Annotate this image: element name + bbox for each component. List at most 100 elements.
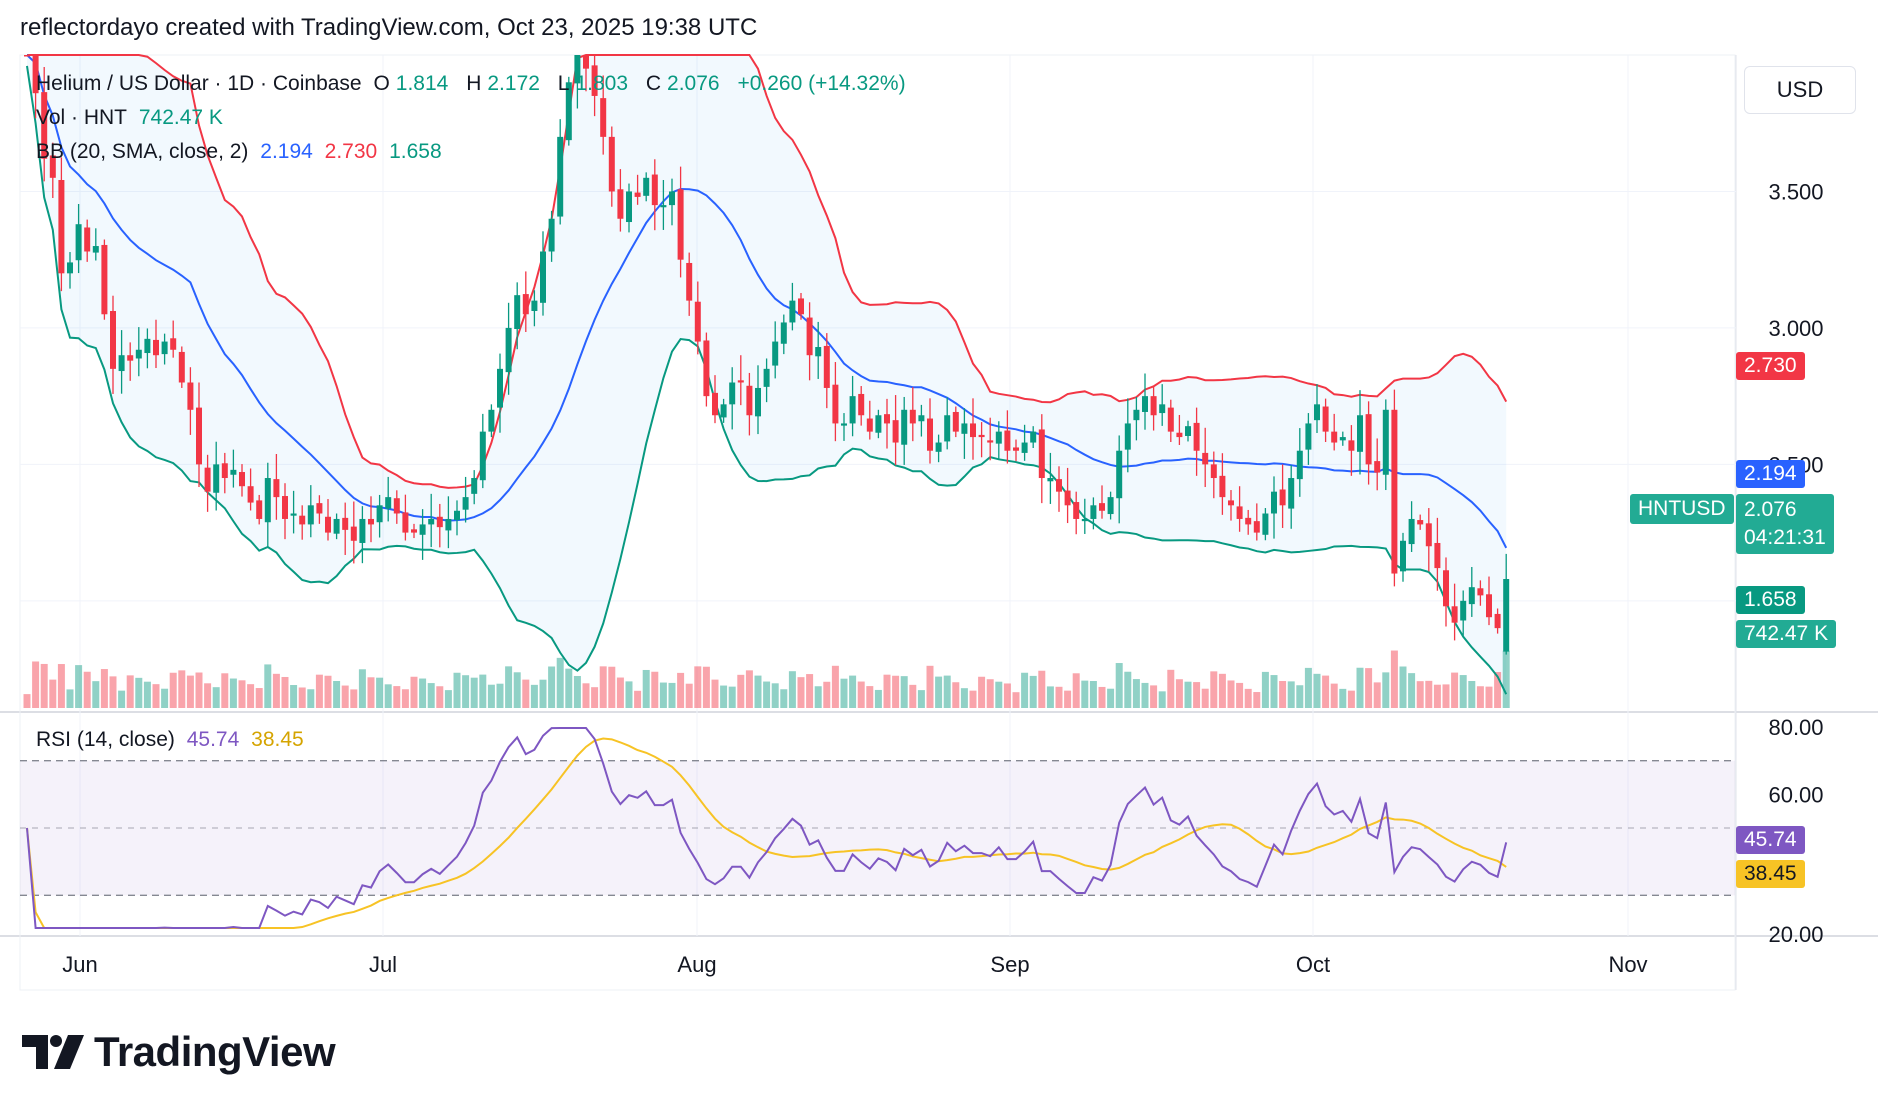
candle-body [927,418,933,451]
bollinger-lines [26,54,1508,695]
candle-body [531,300,538,311]
chart-grid [0,54,1878,991]
volume-bar [1124,671,1132,708]
volume-bar [763,681,771,708]
volume-bar [40,663,48,708]
currency-selector[interactable]: USD [1744,66,1856,114]
candle-body [944,415,951,442]
candle-body [333,518,340,534]
candle-body [1202,452,1209,465]
volume-bar [75,665,83,708]
candle-body [84,227,91,252]
candle-body [1142,396,1148,412]
candle-body [419,524,426,535]
last-price-label: 2.076 04:21:31 [1736,494,1834,554]
candle-body [1503,579,1510,652]
candle-body [1228,500,1234,506]
candle-body [970,423,976,438]
candle-body [187,382,194,410]
volume-bar [1227,680,1235,708]
volume-bar [1365,668,1373,708]
candle-body [178,351,185,383]
candle-body [841,423,847,426]
volume-bar [969,690,977,708]
tradingview-logo[interactable]: TradingView [22,1028,336,1076]
candle-body [806,317,813,356]
bb-basis-value: 2.194 [260,140,313,163]
candle-body [1030,431,1037,443]
candle-body [127,355,134,361]
candle-body [359,518,366,543]
candle-body [961,423,968,434]
volume-bar [788,671,796,708]
candle-body [540,251,546,303]
volume-bar [797,677,805,708]
volume-bar [126,675,134,708]
candle-body [49,155,56,178]
volume-bar [720,685,728,708]
chart-frame [19,54,1736,991]
volume-bar [100,669,108,708]
candle-body [1391,409,1398,574]
volume-bar [143,681,151,708]
candle-body [772,341,779,366]
candle-body [92,246,99,253]
volume-bar [1012,692,1020,708]
volume-bar [737,674,745,708]
volume-bar [436,686,444,708]
volume-bar [1442,684,1450,708]
volume-bar [642,669,650,708]
candle-body [1124,423,1131,450]
volume-bar [1330,683,1338,708]
rsi-label: RSI (14, close) [36,728,175,751]
volume-bar [1408,673,1416,708]
volume-bar [1055,686,1063,708]
candle-body [118,355,125,372]
candle-body [591,65,598,96]
rsi-ma-price-label: 38.45 [1736,860,1805,888]
candle-body [1073,502,1080,519]
candle-body [1004,430,1011,451]
volume-bar [324,675,332,708]
candle-body [823,345,830,388]
volume-bar [255,688,263,708]
rsi-tick-80.00: 80.00 [1768,715,1823,740]
candle-body [247,486,254,503]
volume-bar [487,684,495,708]
rsi-tick-60.00: 60.00 [1768,782,1823,807]
candle-body [230,469,237,475]
volume-bars [23,650,1510,708]
candle-body [1236,506,1243,519]
candle-body [75,224,82,261]
legend-volume-line: Vol · HNT 742.47 K [36,106,229,130]
candle-body [789,300,796,323]
candle-body [849,396,856,424]
candle-body [428,518,435,525]
volume-bar [1279,681,1287,708]
rsi-tick-20.00: 20.00 [1768,922,1823,947]
candle-body [1468,587,1475,605]
volume-bar [1158,691,1166,708]
volume-bar [1201,688,1209,708]
volume-bar [651,671,659,708]
volume-bar [1296,685,1304,708]
volume-bar [1141,682,1149,708]
candle-body [393,498,400,514]
candle-body [1365,414,1372,465]
legend-symbol-line: Helium / US Dollar · 1D · Coinbase O 1.81… [36,72,912,96]
candle-body [522,294,529,315]
volume-bar [1089,681,1097,708]
volume-bar [229,678,237,708]
candle-body [307,505,314,525]
candle-body [987,440,994,443]
candle-body [875,415,882,433]
candle-body [1494,613,1501,629]
candle-body [1425,523,1432,547]
candle-body [1245,517,1252,525]
volume-bar [161,688,169,708]
volume-bar [169,672,177,708]
volume-bar [1115,663,1123,708]
candle-body [729,382,736,405]
rsi-line [26,727,1508,929]
